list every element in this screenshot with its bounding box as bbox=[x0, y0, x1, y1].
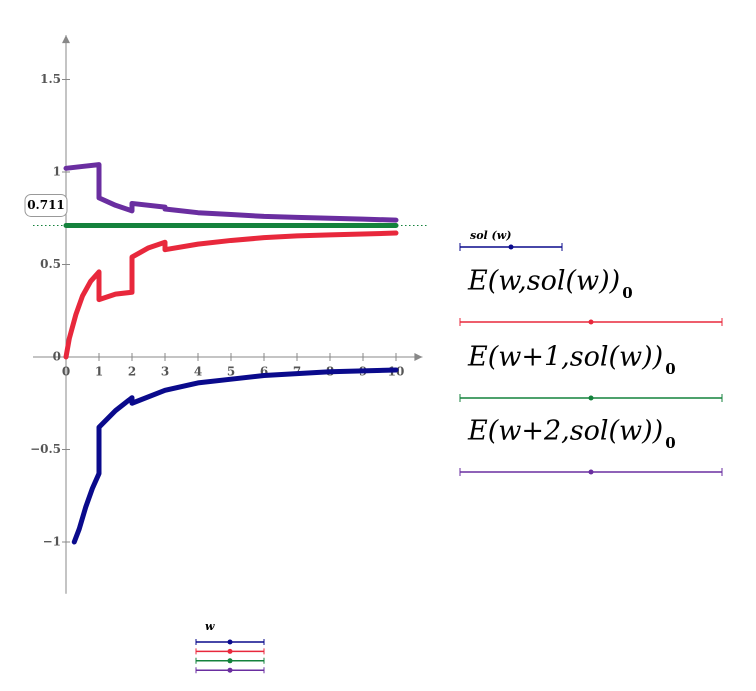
series-line bbox=[63, 230, 399, 360]
legend-label: E(w+1,sol(w)) bbox=[467, 342, 663, 373]
series-line bbox=[71, 367, 399, 545]
legend-dot bbox=[227, 648, 233, 654]
legend-dot bbox=[227, 667, 233, 673]
x-axis-label: w bbox=[205, 620, 215, 633]
y-tick-label: 0.5 bbox=[40, 257, 61, 271]
legend-subscript: 0 bbox=[622, 284, 632, 302]
x-tick-label: 1 bbox=[95, 365, 103, 379]
y-tick-label: −0.5 bbox=[30, 442, 61, 456]
legend-label: sol (w) bbox=[470, 229, 511, 242]
axis-arrow bbox=[62, 35, 70, 44]
x-tick-label: 0 bbox=[62, 365, 70, 379]
x-tick-label: 6 bbox=[260, 365, 268, 379]
marker-box bbox=[24, 193, 68, 217]
axis-arrow bbox=[414, 353, 423, 361]
legend-dot bbox=[588, 319, 594, 325]
marker-label: 0.711 bbox=[27, 198, 65, 212]
legend-label: E(w,sol(w)) bbox=[467, 266, 620, 297]
y-tick-label: 1.5 bbox=[40, 72, 61, 86]
x-tick-label: 2 bbox=[128, 365, 136, 379]
legend-dot bbox=[227, 658, 233, 664]
legend-dot bbox=[227, 639, 233, 645]
legend-dot bbox=[588, 395, 594, 401]
x-tick-label: 3 bbox=[161, 365, 169, 379]
y-tick-label: −1 bbox=[43, 535, 61, 549]
y-tick-label: 0 bbox=[53, 350, 61, 364]
x-tick-label: 4 bbox=[194, 365, 202, 379]
x-tick-label: 5 bbox=[227, 365, 235, 379]
legend-subscript: 0 bbox=[665, 434, 675, 452]
legend-label: E(w+2,sol(w)) bbox=[467, 416, 663, 447]
legend-dot bbox=[588, 469, 594, 475]
y-tick-label: 1 bbox=[53, 165, 61, 179]
series-line bbox=[63, 162, 399, 223]
legend-subscript: 0 bbox=[665, 360, 675, 378]
legend-dot bbox=[508, 244, 514, 250]
